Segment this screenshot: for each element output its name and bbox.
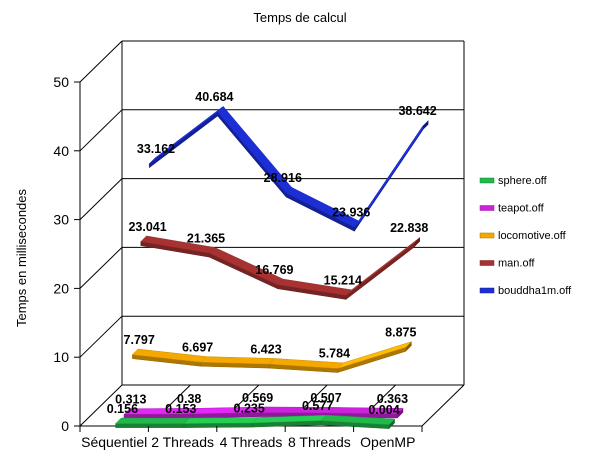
legend-swatch: [479, 177, 495, 184]
ribbon-end-cap: [406, 341, 412, 352]
ribbon-segment: [183, 417, 259, 424]
data-label: 16.769: [255, 263, 293, 277]
ribbon-end-cap: [389, 419, 395, 429]
legend-entry: locomotive.off: [498, 230, 567, 242]
legend-swatch: [479, 232, 495, 239]
legend-entry: man.off: [498, 258, 535, 270]
series-locomotive-off: [131, 341, 412, 373]
legend-entry: bouddha1m.off: [498, 285, 572, 297]
gridline-left-wall: [79, 109, 123, 152]
ribbon-end-cap: [422, 120, 429, 131]
y-tick-label: 20: [53, 280, 69, 296]
gridline-left-wall: [79, 247, 123, 289]
chart-title: Temps de calcul: [253, 10, 346, 25]
legend-swatch: [479, 260, 495, 266]
gridline-left-wall: [79, 178, 123, 220]
data-label: 40.684: [195, 90, 233, 104]
data-label: 0.507: [310, 391, 341, 405]
data-labels: 33.162 40.684 28.916 23.936 38.642 23.041 21.3…: [107, 90, 437, 417]
grid: [79, 40, 465, 427]
floor-right-edge: [421, 384, 465, 427]
x-tick-label: 4 Threads: [220, 434, 283, 450]
data-label: 0.313: [115, 393, 146, 407]
gridline-left-wall: [79, 384, 123, 427]
data-label: 6.697: [182, 340, 213, 354]
y-tick-label: 10: [53, 349, 69, 365]
ribbon-end-cap: [414, 237, 420, 247]
gridline-left-wall: [79, 40, 123, 83]
data-label: 0.38: [177, 392, 201, 406]
data-label: 0.235: [234, 401, 265, 415]
legend: sphere.off teapot.off locomotive.off man.of…: [479, 175, 572, 297]
data-label: 0.156: [107, 402, 138, 416]
data-label: 38.642: [398, 104, 436, 118]
data-label: 0.569: [242, 391, 273, 405]
ribbon-end-cap: [397, 408, 404, 419]
y-tick-label: 30: [53, 212, 69, 228]
data-label: 15.214: [324, 274, 362, 288]
data-label: 7.797: [124, 333, 155, 347]
axes: 0 10 20 30 40 50 Séquentiel 2 Threads 4 Threads 8…: [53, 74, 423, 450]
series-man-off: [140, 235, 421, 300]
ribbon-segment: [114, 417, 191, 424]
x-tick-label: Séquentiel: [81, 434, 147, 450]
legend-entry: sphere.off: [498, 175, 548, 187]
legend-entry: teapot.off: [498, 203, 545, 215]
y-tick-label: 40: [53, 143, 69, 159]
data-label: 0.004: [368, 403, 399, 417]
data-label: 22.838: [390, 221, 428, 235]
data-label: 0.153: [165, 402, 196, 416]
x-tick-label: OpenMP: [360, 434, 415, 450]
data-label: 0.577: [302, 399, 333, 413]
legend-swatch: [479, 205, 495, 211]
data-label: 5.784: [319, 347, 350, 361]
data-label: 23.041: [128, 220, 166, 234]
y-tick-label: 50: [53, 74, 69, 90]
gridline-left-wall: [79, 315, 123, 358]
legend-swatch: [479, 287, 495, 294]
data-label: 8.875: [385, 325, 416, 339]
ribbon-side: [115, 423, 185, 428]
x-tick-label: 2 Threads: [151, 434, 214, 450]
data-label: 33.162: [137, 142, 175, 156]
series-sphere-off: [114, 414, 396, 429]
data-label: 21.365: [187, 231, 225, 245]
series-bouddha1m-off: [148, 106, 429, 233]
data-label: 23.936: [332, 205, 370, 219]
data-label: 28.916: [264, 171, 302, 185]
y-axis-label: Temps en millisecondes: [14, 189, 29, 328]
data-label: 6.423: [250, 342, 281, 356]
x-tick-label: 8 Threads: [288, 434, 351, 450]
data-label: 0.363: [377, 392, 408, 406]
series-layer: [114, 106, 429, 429]
ribbon-side: [345, 242, 415, 300]
series-teapot-off: [123, 406, 404, 419]
y-tick-label: 0: [61, 418, 69, 434]
ribbon-side: [148, 111, 218, 169]
